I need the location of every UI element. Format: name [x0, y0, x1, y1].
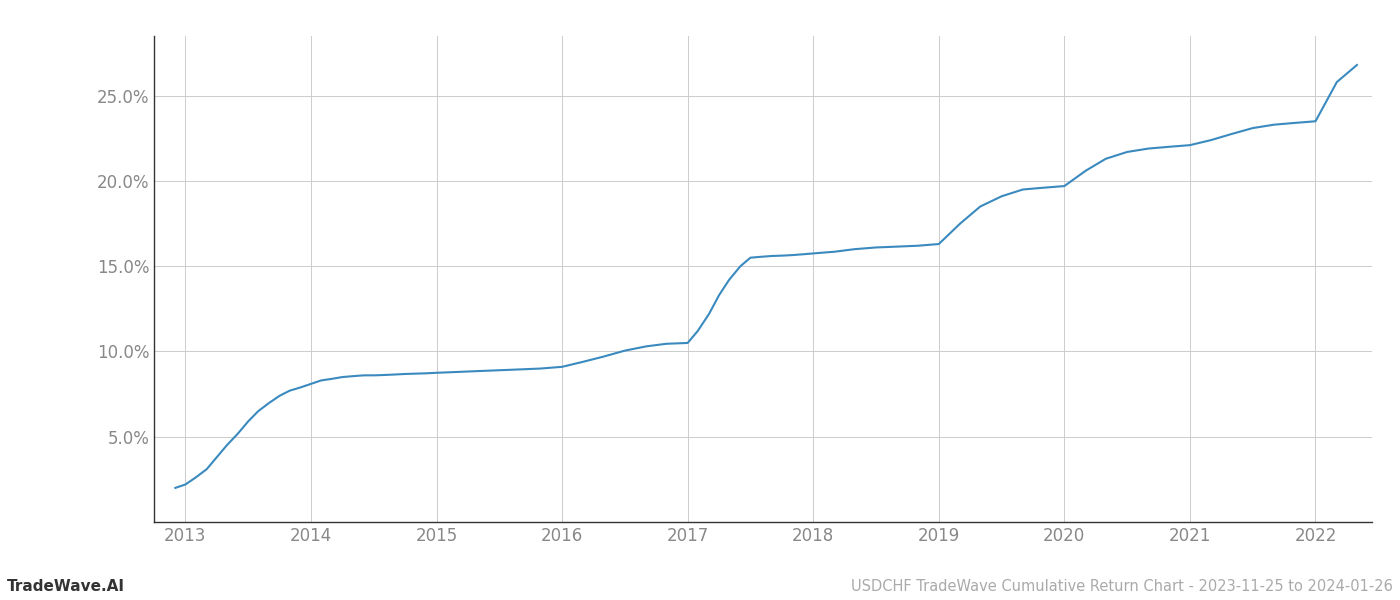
Text: USDCHF TradeWave Cumulative Return Chart - 2023-11-25 to 2024-01-26: USDCHF TradeWave Cumulative Return Chart…: [851, 579, 1393, 594]
Text: TradeWave.AI: TradeWave.AI: [7, 579, 125, 594]
